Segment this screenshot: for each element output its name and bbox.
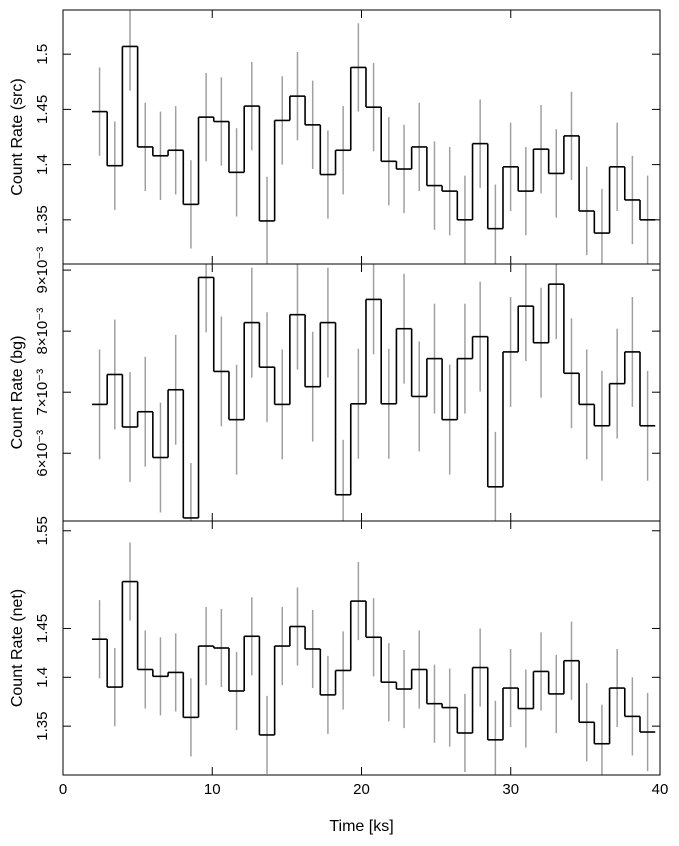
x-tick-label: 30: [502, 781, 519, 798]
y-tick-label: 1.35: [34, 712, 51, 741]
y-tick-label: 7×10⁻³: [34, 369, 51, 416]
y-tick-label: 1.55: [34, 516, 51, 545]
y-tick-label: 8×10⁻³: [34, 308, 51, 355]
step-connector: [106, 277, 641, 518]
y-tick-label: 1.5: [34, 44, 51, 65]
x-tick-label: 0: [59, 781, 67, 798]
panel: 1.35 1.4 1.45 1.5 Count Rate (src): [9, 9, 661, 265]
plot-area: [91, 10, 656, 264]
plot-area: [91, 542, 656, 775]
y-tick-label: 1.45: [34, 614, 51, 643]
panel-frame: [62, 520, 661, 776]
y-tick-label: 1.4: [34, 667, 51, 688]
x-tick-label: 10: [204, 781, 221, 798]
x-tick-label: 20: [353, 781, 370, 798]
y-axis-label: Count Rate (src): [9, 78, 26, 195]
y-tick-label: 9×10⁻³: [34, 247, 51, 294]
step-connector: [106, 581, 641, 744]
plot-area: [91, 264, 656, 521]
y-axis-label: Count Rate (bg): [9, 336, 26, 450]
step-connector: [106, 46, 641, 234]
x-tick-label: 40: [652, 781, 669, 798]
y-tick-label: 6×10⁻³: [34, 430, 51, 477]
panel: 1.35 1.4 1.45 1.55 0 10 20 30 40 Count Rate (net)…: [9, 516, 668, 835]
panel-frame: [62, 9, 661, 265]
y-tick-label: 1.4: [34, 154, 51, 175]
panel: 6×10⁻³ 7×10⁻³ 8×10⁻³ 9×10⁻³ Count Rate (bg): [9, 247, 661, 522]
y-tick-label: 1.35: [34, 205, 51, 234]
x-axis-label: Time [ks]: [329, 818, 393, 835]
y-axis-label: Count Rate (net): [9, 589, 26, 707]
panel-frame: [62, 263, 661, 522]
y-tick-label: 1.45: [34, 95, 51, 124]
